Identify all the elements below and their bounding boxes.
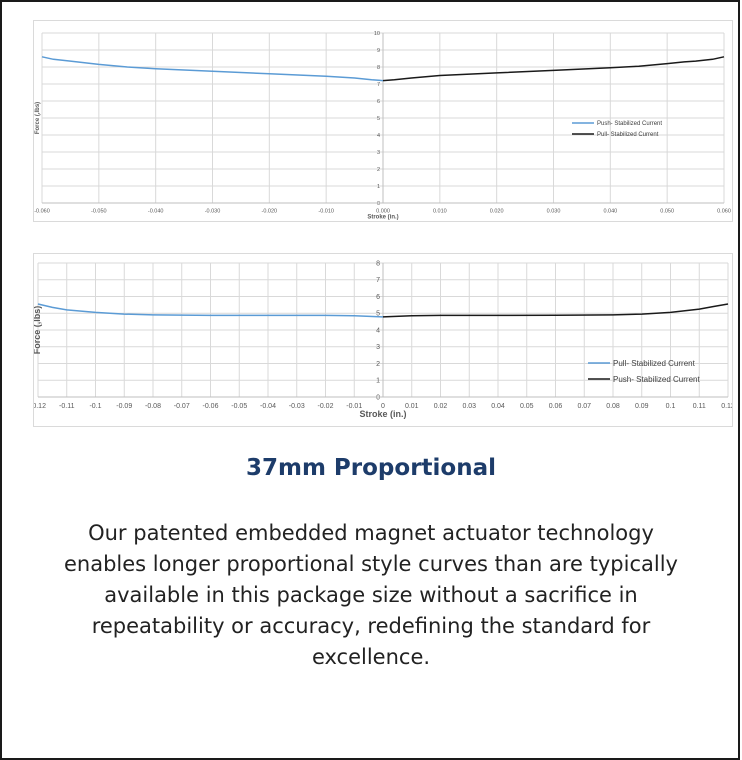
y-tick-label: 4 bbox=[377, 133, 380, 139]
y-tick-label: 7 bbox=[376, 277, 380, 284]
legend-label: Push- Stabilized Current bbox=[597, 121, 662, 127]
x-tick-label: -0.04 bbox=[260, 403, 276, 410]
series-line-2 bbox=[382, 56, 725, 82]
y-tick-label: 8 bbox=[376, 260, 380, 267]
x-tick-label: 0.09 bbox=[635, 403, 649, 410]
x-tick-label: 0.08 bbox=[606, 403, 620, 410]
x-tick-label: 0.030 bbox=[547, 209, 561, 215]
x-tick-label: -0.07 bbox=[174, 403, 190, 410]
x-tick-label: 0.01 bbox=[405, 403, 419, 410]
y-tick-label: 1 bbox=[376, 378, 380, 385]
y-axis-title: Force (,lbs) bbox=[34, 306, 42, 355]
y-tick-label: 8 bbox=[377, 65, 380, 71]
x-tick-label: 0.040 bbox=[603, 209, 617, 215]
y-tick-label: 3 bbox=[376, 344, 380, 351]
legend-label: Push- Stabilized Current bbox=[613, 375, 700, 384]
x-tick-label: 0.050 bbox=[660, 209, 674, 215]
y-tick-label: 2 bbox=[377, 167, 380, 173]
y-axis-title: Force (,lbs) bbox=[35, 102, 41, 134]
x-tick-label: -0.09 bbox=[116, 403, 132, 410]
force-stroke-chart-120mil: 0 1 2 3 4 5 6 7 8 -0.12 -0.11 -0.1 -0.09 -0.08 -0.07 -0… bbox=[33, 253, 733, 427]
x-tick-label: 0.010 bbox=[433, 209, 447, 215]
x-tick-label: -0.050 bbox=[91, 209, 107, 215]
chart-60mil-svg: 0 1 2 3 4 5 6 7 8 9 10 -0.060 -0.050 -0.040 -0.030 -0.0… bbox=[34, 31, 731, 221]
x-tick-label: 0.02 bbox=[434, 403, 448, 410]
x-tick-label: -0.030 bbox=[205, 209, 221, 215]
x-tick-label: -0.05 bbox=[231, 403, 247, 410]
x-tick-label: -0.06 bbox=[203, 403, 219, 410]
y-tick-label: 6 bbox=[377, 99, 380, 105]
series-line-1 bbox=[37, 303, 384, 318]
x-tick-label: 0.12 bbox=[721, 403, 732, 410]
y-tick-label: 2 bbox=[376, 361, 380, 368]
x-axis-title: Stroke (in.) bbox=[367, 215, 398, 221]
y-tick-label: 5 bbox=[377, 116, 380, 122]
force-stroke-chart-60mil: 0 1 2 3 4 5 6 7 8 9 10 -0.060 -0.050 -0.040 -0.030 -0.0… bbox=[33, 20, 733, 222]
y-tick-label: 4 bbox=[376, 327, 380, 334]
x-tick-label: -0.12 bbox=[34, 403, 46, 410]
x-tick-label: 0.020 bbox=[490, 209, 504, 215]
x-tick-label: 0.11 bbox=[693, 403, 706, 410]
x-tick-label: 0.04 bbox=[491, 403, 505, 410]
section-heading: 37mm Proportional bbox=[245, 455, 496, 481]
x-tick-label: 0.1 bbox=[666, 403, 676, 410]
x-tick-label: 0.03 bbox=[462, 403, 476, 410]
series-line-1 bbox=[41, 56, 384, 82]
x-tick-label: 0.05 bbox=[520, 403, 534, 410]
x-tick-label: -0.1 bbox=[89, 403, 101, 410]
series-line-2 bbox=[382, 303, 729, 318]
y-tick-label: 6 bbox=[376, 294, 380, 301]
x-tick-label: -0.11 bbox=[59, 403, 75, 410]
x-tick-label: 0.000 bbox=[376, 209, 390, 215]
y-tick-label: 7 bbox=[377, 82, 380, 88]
x-tick-label: -0.020 bbox=[262, 209, 278, 215]
y-tick-label: 3 bbox=[377, 150, 380, 156]
x-tick-label: -0.03 bbox=[289, 403, 305, 410]
legend-label: Pull- Stabilized Current bbox=[597, 132, 659, 138]
x-axis-title: Stroke (in.) bbox=[359, 409, 406, 419]
x-tick-label: 0.07 bbox=[577, 403, 591, 410]
y-tick-label: 9 bbox=[377, 48, 380, 54]
x-tick-label: -0.02 bbox=[318, 403, 334, 410]
x-tick-label: 0.060 bbox=[717, 209, 731, 215]
x-tick-label: -0.010 bbox=[318, 209, 334, 215]
legend-label: Pull- Stabilized Current bbox=[613, 359, 696, 368]
y-tick-label: 1 bbox=[377, 184, 380, 190]
y-tick-label: 0 bbox=[377, 201, 380, 207]
section-description: Our patented embedded magnet actuator te… bbox=[64, 521, 678, 669]
y-tick-label: 10 bbox=[374, 31, 380, 37]
x-tick-label: -0.01 bbox=[346, 403, 362, 410]
x-tick-label: -0.060 bbox=[34, 209, 50, 215]
x-tick-label: 0 bbox=[381, 403, 385, 410]
x-tick-label: 0.06 bbox=[549, 403, 563, 410]
chart-120mil-svg: 0 1 2 3 4 5 6 7 8 -0.12 -0.11 -0.1 -0.09 -0.08 -0.07 -0… bbox=[34, 260, 732, 419]
y-tick-label: 5 bbox=[376, 311, 380, 318]
y-tick-label: 0 bbox=[376, 394, 380, 401]
x-tick-label: -0.040 bbox=[148, 209, 164, 215]
x-tick-label: -0.08 bbox=[145, 403, 161, 410]
